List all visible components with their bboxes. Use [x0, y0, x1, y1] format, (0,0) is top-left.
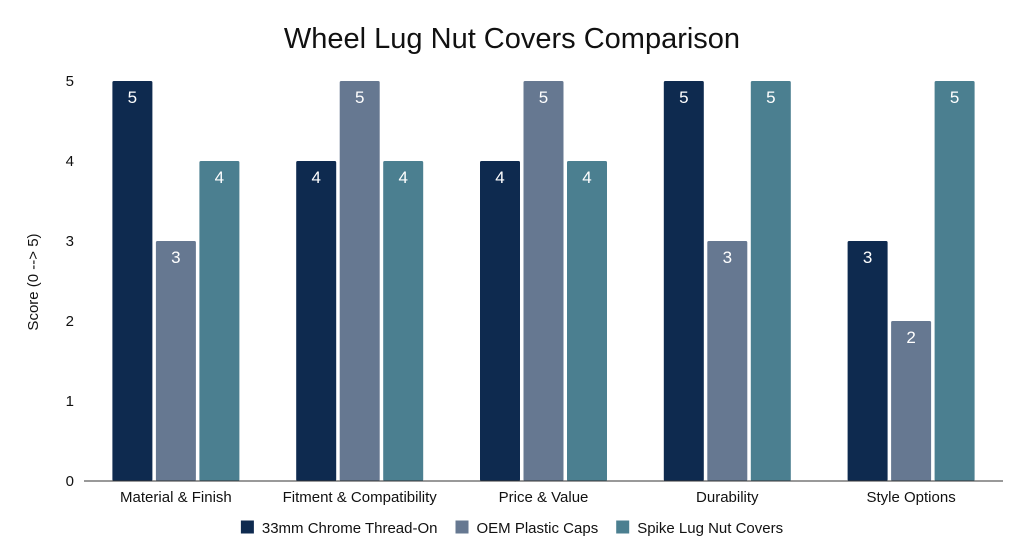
bar-value-label: 5	[128, 88, 137, 107]
bar-value-label: 4	[398, 168, 407, 187]
legend-label: 33mm Chrome Thread-On	[262, 520, 438, 537]
x-tick-label: Material & Finish	[120, 489, 232, 506]
bar	[523, 81, 564, 481]
x-tick-label: Fitment & Compatibility	[283, 489, 438, 506]
legend-swatch	[240, 520, 254, 534]
bar-value-label: 3	[723, 248, 732, 267]
legend-item: OEM Plastic Caps	[455, 520, 599, 537]
bar	[934, 81, 975, 481]
bar-value-label: 2	[906, 328, 915, 347]
x-tick-label: Style Options	[866, 489, 955, 506]
legend: 33mm Chrome Thread-On OEM Plastic Caps Spi…	[240, 520, 783, 537]
bar	[567, 161, 607, 481]
bar	[112, 81, 153, 481]
bar-value-label: 4	[215, 168, 224, 187]
bar-value-label: 3	[171, 248, 180, 267]
bar-value-label: 5	[950, 88, 959, 107]
value-labels: 5 3 4 4 5 4 4 5 4 5 3 5 3 2 5	[128, 88, 960, 347]
bar	[480, 161, 520, 481]
y-tick-label: 1	[66, 393, 74, 410]
bars	[112, 81, 975, 481]
legend-item: Spike Lug Nut Covers	[616, 520, 783, 537]
bar	[339, 81, 380, 481]
x-tick-label: Price & Value	[499, 489, 589, 506]
y-tick-label: 2	[66, 313, 74, 330]
bar-value-label: 4	[582, 168, 591, 187]
y-tick-label: 0	[66, 473, 74, 490]
bar-value-label: 5	[766, 88, 775, 107]
bar	[707, 241, 748, 481]
legend-label: OEM Plastic Caps	[477, 520, 599, 537]
bar	[296, 161, 337, 481]
legend-item: 33mm Chrome Thread-On	[240, 520, 438, 537]
bar	[155, 241, 196, 481]
y-axis-label: Score (0 --> 5)	[25, 233, 42, 330]
bar	[750, 81, 791, 481]
bar-value-label: 4	[311, 168, 320, 187]
bar-value-label: 5	[355, 88, 364, 107]
bar	[847, 241, 888, 481]
legend-label: Spike Lug Nut Covers	[637, 520, 783, 537]
chart-title: Wheel Lug Nut Covers Comparison	[284, 23, 740, 55]
bar-value-label: 5	[679, 88, 688, 107]
bar	[199, 161, 240, 481]
bar	[663, 81, 704, 481]
bar-value-label: 4	[495, 168, 504, 187]
y-tick-label: 5	[66, 73, 74, 90]
x-tick-label: Durability	[696, 489, 759, 506]
bar-value-label: 3	[863, 248, 872, 267]
y-axis-ticks: 0 1 2 3 4 5	[66, 73, 74, 490]
legend-swatch	[616, 520, 630, 534]
y-tick-label: 4	[66, 153, 74, 170]
bar	[891, 321, 932, 481]
bar	[383, 161, 424, 481]
y-tick-label: 3	[66, 233, 74, 250]
bar-value-label: 5	[539, 88, 548, 107]
legend-swatch	[455, 520, 469, 534]
x-axis-categories: Material & Finish Fitment & Compatibility…	[120, 489, 956, 506]
